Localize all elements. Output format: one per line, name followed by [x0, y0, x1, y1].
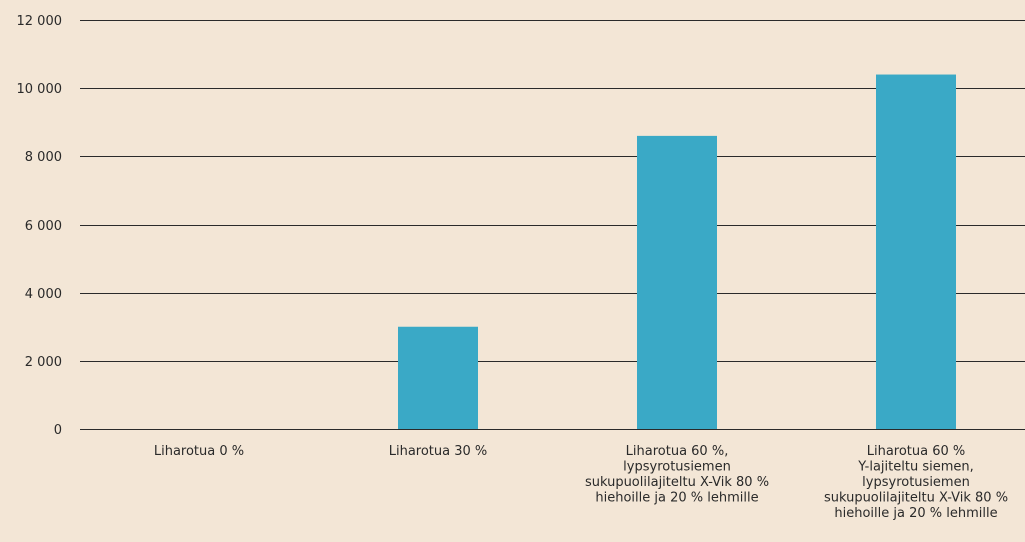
bar — [876, 74, 956, 430]
x-category-label: Liharotua 30 % — [389, 444, 488, 459]
y-tick-label: 4 000 — [25, 287, 62, 302]
x-category-label-line: hiehoille ja 20 % lehmille — [834, 506, 997, 521]
gridlines — [80, 20, 1025, 430]
y-tick-label: 0 — [54, 423, 62, 438]
x-category-label-line: hiehoille ja 20 % lehmille — [595, 491, 758, 506]
x-category-label-line: lypsyrotusiemen — [862, 475, 970, 490]
x-category-label-line: Y-lajiteltu siemen, — [857, 460, 973, 475]
x-category-label: Liharotua 60 % Y-lajiteltu siemen, lypsyro… — [824, 444, 1008, 521]
y-tick-label: 6 000 — [25, 219, 62, 234]
x-category-label-line: Liharotua 60 %, — [626, 444, 729, 459]
x-category-label: Liharotua 0 % — [154, 444, 244, 459]
bar — [637, 135, 717, 429]
x-category-label-line: sukupuolilajiteltu X-Vik 80 % — [824, 491, 1008, 506]
y-tick-label: 12 000 — [17, 14, 63, 29]
x-category-label-line: Liharotua 30 % — [389, 444, 488, 459]
y-tick-label: 8 000 — [25, 150, 62, 165]
bar — [398, 326, 478, 429]
x-category-label-line: lypsyrotusiemen — [623, 460, 731, 475]
x-category-label: Liharotua 60 %, lypsyrotusiemen sukupuolil… — [585, 444, 769, 506]
x-category-label-line: Liharotua 60 % — [867, 444, 966, 459]
y-axis-tick-labels: 0 2 000 4 000 6 000 8 000 10 000 12 000 — [17, 14, 63, 438]
y-tick-label: 10 000 — [17, 82, 63, 97]
bars — [398, 74, 956, 430]
x-axis-category-labels: Liharotua 0 % Liharotua 30 % Liharotua 60 … — [154, 444, 1008, 521]
y-tick-label: 2 000 — [25, 355, 62, 370]
x-category-label-line: sukupuolilajiteltu X-Vik 80 % — [585, 475, 769, 490]
x-category-label-line: Liharotua 0 % — [154, 444, 244, 459]
